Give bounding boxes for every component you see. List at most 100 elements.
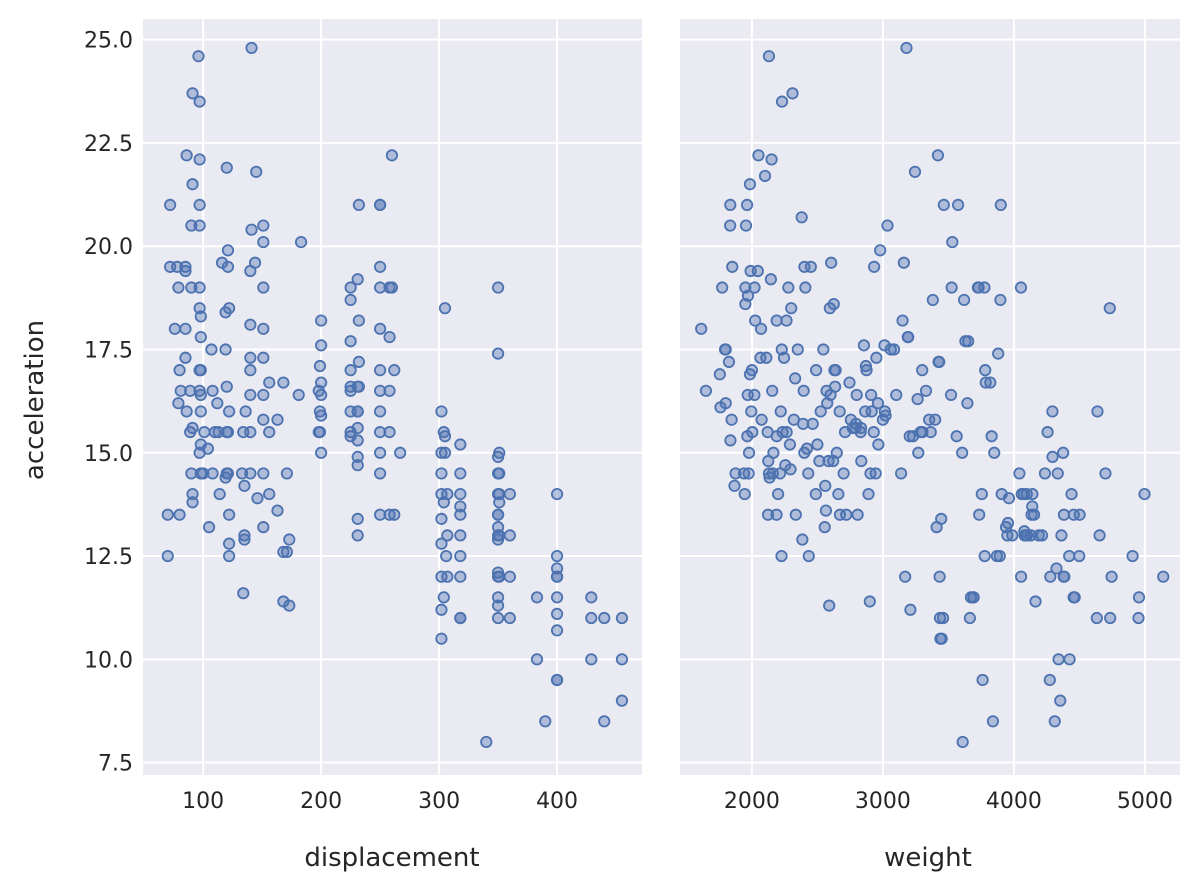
data-point <box>213 487 226 501</box>
data-point <box>783 438 797 451</box>
y-tick-label: 25.0 <box>84 29 133 54</box>
data-point <box>832 487 845 501</box>
data-point <box>454 611 467 625</box>
data-point <box>1026 487 1039 501</box>
data-point <box>615 694 629 707</box>
data-point <box>994 293 1007 307</box>
data-point <box>1002 492 1016 505</box>
x-axis-label: weight <box>884 843 972 873</box>
data-point <box>772 487 785 501</box>
data-point <box>454 549 467 563</box>
data-point <box>598 611 611 625</box>
data-point <box>313 426 327 439</box>
data-point <box>887 343 901 356</box>
data-point <box>751 264 764 278</box>
data-point <box>1058 570 1071 583</box>
data-point <box>725 413 738 426</box>
data-point <box>800 442 814 455</box>
data-point <box>935 632 948 645</box>
data-point <box>840 508 853 521</box>
data-point <box>857 339 871 352</box>
data-point <box>782 281 795 294</box>
data-point <box>257 521 270 534</box>
data-point <box>374 384 387 397</box>
data-point <box>817 343 830 356</box>
data-point <box>615 611 629 625</box>
data-point <box>315 314 328 327</box>
data-point <box>837 467 850 480</box>
data-point <box>1048 715 1061 728</box>
data-point <box>221 467 235 480</box>
data-point <box>780 426 793 439</box>
y-tick-label: 20.0 <box>84 235 133 260</box>
data-point <box>220 380 233 393</box>
data-point <box>742 467 755 480</box>
data-point <box>223 508 236 521</box>
data-point <box>164 198 177 212</box>
data-point <box>257 219 270 232</box>
data-point <box>809 487 822 501</box>
data-point <box>263 487 276 501</box>
data-point <box>344 335 357 348</box>
data-point <box>984 376 997 389</box>
data-point <box>924 426 937 439</box>
data-point <box>503 529 516 542</box>
data-point <box>352 355 365 368</box>
data-point <box>491 599 505 612</box>
data-point <box>1035 529 1049 542</box>
x-tick-label: 2000 <box>724 789 780 814</box>
data-point <box>440 549 453 563</box>
data-point <box>550 607 564 620</box>
data-point <box>435 446 448 459</box>
data-point <box>1063 549 1076 563</box>
data-point <box>1029 595 1042 608</box>
data-point <box>454 508 467 521</box>
data-point <box>770 508 783 521</box>
data-point <box>491 611 505 625</box>
data-point <box>758 169 772 183</box>
data-point <box>244 426 257 439</box>
x-tick-label: 400 <box>536 789 578 814</box>
data-point <box>201 442 214 455</box>
data-point <box>186 487 199 501</box>
data-point <box>878 405 891 418</box>
data-point <box>868 260 881 273</box>
data-point <box>956 446 969 459</box>
data-point <box>351 459 364 472</box>
data-point <box>454 570 467 583</box>
data-point <box>859 359 872 373</box>
data-point <box>978 281 991 294</box>
data-point <box>748 281 761 294</box>
data-point <box>383 330 396 344</box>
data-point <box>161 508 174 521</box>
data-point <box>985 430 998 443</box>
x-tick-labels: 2000 3000 4000 5000 <box>724 789 1173 814</box>
data-point <box>958 293 971 307</box>
data-point <box>351 421 364 435</box>
data-point <box>271 504 284 517</box>
data-point <box>244 351 257 364</box>
data-point <box>248 256 262 269</box>
data-point <box>752 149 765 162</box>
data-point <box>1090 611 1103 625</box>
data-point <box>919 384 933 397</box>
data-point <box>168 322 181 335</box>
data-point <box>493 446 506 459</box>
data-point <box>352 380 365 393</box>
data-point <box>719 397 732 410</box>
data-point <box>194 405 207 418</box>
data-point <box>351 405 364 418</box>
data-point <box>908 165 922 178</box>
data-point <box>1103 302 1116 315</box>
data-point <box>435 467 448 480</box>
data-point <box>221 426 235 439</box>
data-point <box>219 343 232 356</box>
data-point <box>550 673 564 687</box>
data-point <box>491 508 505 521</box>
data-point <box>180 405 193 418</box>
data-point <box>823 599 836 612</box>
data-point <box>438 446 452 459</box>
scatter-points <box>161 41 629 749</box>
data-point <box>912 446 925 459</box>
data-point <box>280 467 294 480</box>
